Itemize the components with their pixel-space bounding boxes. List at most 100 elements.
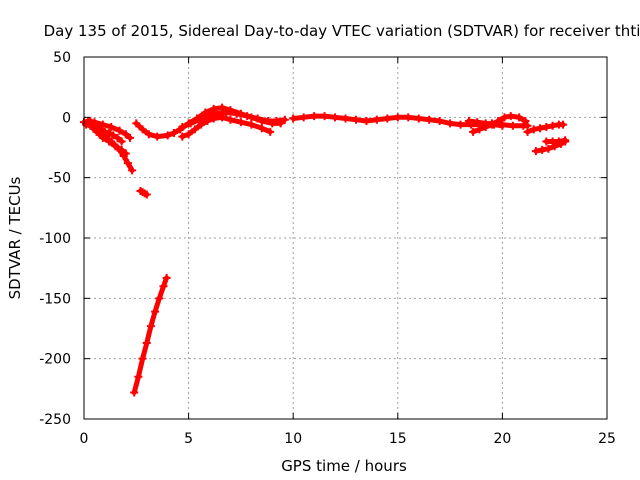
data-point — [113, 133, 122, 142]
data-points — [80, 103, 570, 397]
data-point — [264, 116, 273, 125]
data-point — [138, 354, 147, 363]
data-point — [142, 190, 151, 199]
data-point — [561, 136, 570, 145]
data-point — [144, 130, 153, 139]
axis-ticks: 0 5 10 15 20 25 -250 -200 -150 -100 -50 0 50 — [39, 50, 616, 447]
data-point — [542, 122, 551, 131]
y-tick-label: -200 — [39, 352, 71, 368]
data-point — [536, 124, 545, 133]
data-point — [473, 118, 482, 127]
chart-title: Day 135 of 2015, Sidereal Day-to-day VTE… — [44, 22, 640, 40]
y-tick-label: 0 — [62, 110, 71, 126]
data-point — [331, 113, 340, 122]
data-point — [98, 120, 107, 129]
y-tick-label: -150 — [39, 291, 71, 307]
data-point — [475, 125, 484, 134]
x-tick-label: 5 — [184, 431, 193, 447]
data-point — [115, 126, 124, 135]
y-axis-title: SDTVAR / TECUs — [6, 176, 24, 299]
data-point — [155, 294, 164, 303]
data-point — [197, 120, 206, 129]
data-point — [184, 130, 193, 139]
data-point — [515, 113, 524, 122]
data-point — [257, 124, 266, 133]
data-point — [272, 116, 281, 125]
data-point — [481, 119, 490, 128]
data-point — [529, 125, 538, 134]
data-point — [142, 338, 151, 347]
data-point — [159, 282, 168, 291]
data-point — [123, 159, 132, 168]
data-point — [203, 112, 212, 121]
data-point — [559, 120, 568, 129]
y-tick-label: -50 — [48, 171, 71, 187]
data-point — [105, 129, 114, 138]
data-track-8 — [178, 113, 275, 141]
data-track-9 — [178, 108, 289, 131]
data-point — [253, 114, 262, 123]
data-point — [500, 113, 509, 122]
data-point — [266, 127, 275, 136]
data-point — [119, 151, 128, 160]
data-point — [178, 122, 187, 131]
data-point — [531, 147, 540, 156]
data-point — [209, 104, 218, 113]
data-point — [162, 273, 171, 282]
data-point — [310, 112, 319, 121]
x-axis-title: GPS time / hours — [281, 457, 407, 475]
data-point — [464, 116, 473, 125]
data-point — [446, 119, 455, 128]
data-point — [362, 116, 371, 125]
x-tick-label: 10 — [284, 431, 302, 447]
data-point — [341, 114, 350, 123]
data-point — [247, 120, 256, 129]
data-point — [107, 122, 116, 131]
data-point — [90, 118, 99, 127]
data-point — [554, 137, 563, 146]
data-point — [508, 121, 517, 130]
data-point — [113, 143, 122, 152]
x-tick-label: 15 — [389, 431, 407, 447]
data-point — [222, 108, 231, 117]
data-track-5 — [136, 186, 151, 199]
data-point — [82, 120, 91, 129]
data-point — [498, 121, 507, 130]
data-point — [117, 137, 126, 146]
data-track-15 — [542, 136, 570, 146]
data-point — [280, 115, 289, 124]
grid-lines — [84, 57, 607, 419]
data-point — [186, 119, 195, 128]
data-point — [151, 307, 160, 316]
data-track-6 — [130, 273, 171, 397]
data-point — [109, 131, 118, 140]
data-point — [134, 372, 143, 381]
data-point — [153, 132, 162, 141]
data-point — [320, 112, 329, 121]
x-tick-label: 0 — [80, 431, 89, 447]
data-point — [126, 133, 135, 142]
x-tick-label: 25 — [598, 431, 616, 447]
data-point — [538, 145, 547, 154]
data-point — [190, 125, 199, 134]
data-point — [100, 131, 109, 140]
data-point — [211, 109, 220, 118]
data-point — [232, 109, 241, 118]
data-point — [163, 131, 172, 140]
y-tick-label: 50 — [53, 50, 71, 66]
data-point — [548, 121, 557, 130]
data-track-12 — [464, 116, 507, 130]
data-point — [456, 120, 465, 129]
data-point — [404, 113, 413, 122]
data-point — [243, 112, 252, 121]
data-point — [226, 115, 235, 124]
data-point — [372, 115, 381, 124]
data-point — [130, 388, 139, 397]
y-tick-label: -250 — [39, 412, 71, 428]
data-track-13 — [523, 120, 568, 136]
data-point — [523, 127, 532, 136]
data-track-4 — [90, 118, 135, 142]
data-point — [299, 113, 308, 122]
data-point — [490, 120, 499, 129]
data-point — [146, 322, 155, 331]
